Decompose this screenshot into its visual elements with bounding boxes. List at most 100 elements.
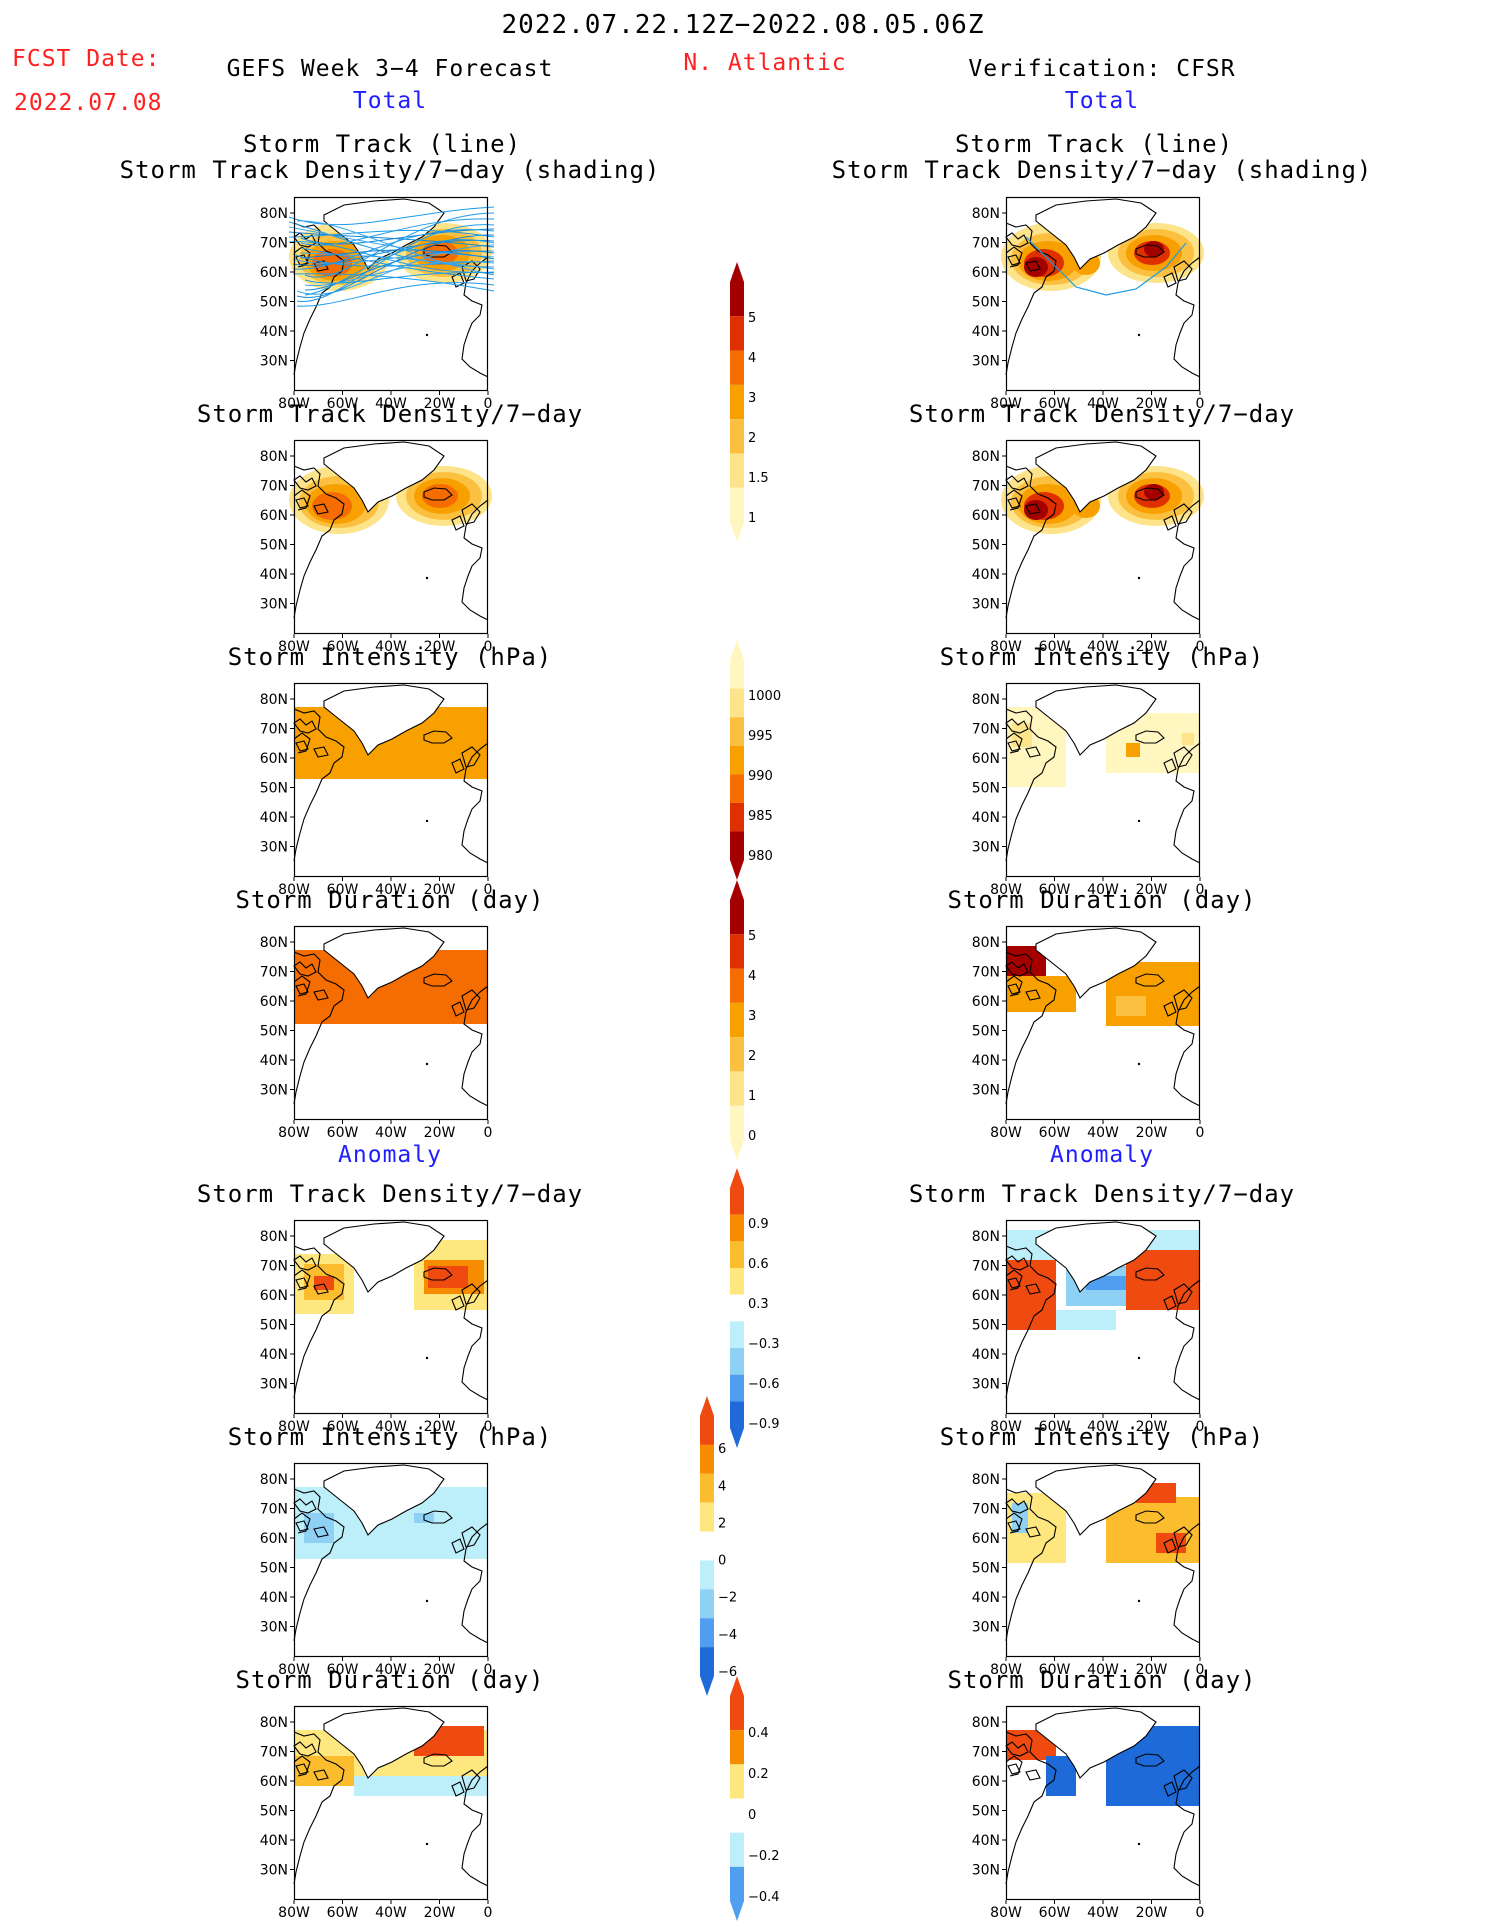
- lat-label: 60N: [260, 1288, 288, 1304]
- colorbar-arrow-top: [730, 640, 744, 660]
- lon-label: 60W: [1039, 1662, 1071, 1678]
- hudson-coast: [1005, 246, 1023, 268]
- coastline-layer: [293, 1707, 489, 1887]
- greenland-outline: [323, 684, 445, 756]
- lon-label: 20W: [424, 1125, 456, 1141]
- colorbar-segment: [730, 282, 744, 317]
- lat-label: 30N: [972, 1863, 1000, 1879]
- colorbar-segment: [730, 934, 744, 969]
- lon-label: 0: [1196, 1662, 1205, 1678]
- anomaly-label-right: Anomaly: [1050, 1142, 1154, 1168]
- lon-label: 80W: [990, 1662, 1022, 1678]
- lat-label: 40N: [972, 810, 1000, 826]
- colorbar-svg: 5 4 3 2 1.5 1: [730, 262, 769, 542]
- colorbar-tick-label: 0.6: [748, 1257, 769, 1272]
- colorbar-intensity-anomaly: 6 4 2 0 −2 −4 −6: [686, 1396, 766, 1696]
- map-frame: [1005, 1462, 1201, 1658]
- lon-label: 60W: [1039, 882, 1071, 898]
- shaded-cell: [1086, 1276, 1136, 1290]
- greenland-outline: [1035, 198, 1157, 270]
- colorbar-tick-label: 4: [748, 351, 756, 366]
- iceland-outline: [423, 1267, 453, 1281]
- map-frame: [293, 196, 489, 392]
- colorbar-segment: [730, 1294, 744, 1322]
- lon-label: 0: [1196, 1125, 1205, 1141]
- map-intensity-verification: 80N 70N 60N 50N 40N 30N 80W 60W 40W 20W 0: [972, 682, 1204, 898]
- map-track-forecast: 80N 70N 60N 50N 40N 30N 80W 60W 40W 20W 0: [260, 196, 495, 412]
- north-america-coast: [293, 1488, 345, 1642]
- lon-label: 80W: [990, 882, 1022, 898]
- lat-label: 60N: [972, 508, 1000, 524]
- storm-track-line: [292, 229, 495, 270]
- coastline-layer: [1005, 1707, 1201, 1887]
- europe-coast: [1173, 256, 1201, 378]
- colorbar-duration-total: 5 4 3 2 1 0: [716, 880, 796, 1160]
- storm-track-line: [304, 250, 495, 291]
- storm-track-line: [300, 218, 495, 246]
- lon-label: 20W: [424, 639, 456, 655]
- colorbar-segment: [730, 384, 744, 420]
- map-svg: 80N 70N 60N 50N 40N 30N 80W 60W 40W 20W 0: [972, 439, 1204, 655]
- colorbar-segment: [730, 1321, 744, 1348]
- colorbar-arrow-bottom: [730, 860, 744, 880]
- colorbar-segment: [730, 1401, 744, 1428]
- lon-label: 80W: [990, 1419, 1022, 1435]
- coastline-layer: [1005, 198, 1201, 378]
- iceland-outline: [423, 1510, 453, 1524]
- lat-label: 70N: [972, 236, 1000, 252]
- azores-dot: [1137, 1062, 1141, 1066]
- lat-label: 50N: [972, 1318, 1000, 1334]
- azores-dot: [1137, 819, 1141, 823]
- arctic-islands: [1005, 961, 1041, 1001]
- colorbar-segment: [700, 1589, 714, 1619]
- shaded-cell: [1116, 996, 1146, 1016]
- storm-track-line: [300, 247, 495, 280]
- lon-label: 40W: [375, 639, 407, 655]
- colorbar-tick-label: 980: [748, 849, 773, 864]
- greenland-outline: [1035, 1221, 1157, 1293]
- europe-coast: [461, 256, 489, 378]
- lat-label: 70N: [260, 1745, 288, 1761]
- arctic-islands: [293, 961, 329, 1001]
- lon-label: 0: [1196, 396, 1205, 412]
- lon-label: 20W: [424, 396, 456, 412]
- storm-track-line: [300, 249, 495, 260]
- lat-label: 50N: [260, 1024, 288, 1040]
- colorbar-density-total: 5 4 3 2 1.5 1: [716, 262, 796, 542]
- colorbar-tick-label: 0.2: [748, 1767, 769, 1782]
- colorbar-segment: [700, 1473, 714, 1503]
- colorbar-segment: [730, 1268, 744, 1295]
- lat-label: 80N: [260, 692, 288, 708]
- fcst-date-value: 2022.07.08: [14, 90, 163, 116]
- map-duration-anomaly-forecast: 80N 70N 60N 50N 40N 30N 80W 60W 40W 20W 0: [260, 1705, 492, 1921]
- greenland-outline: [1035, 441, 1157, 513]
- panel-title-density-anom-left: Storm Track Density/7−day: [196, 1180, 584, 1208]
- panel-title-track-shading-left: Storm Track Density/7−day (shading): [119, 156, 661, 184]
- north-america-coast: [293, 951, 345, 1105]
- lat-label: 50N: [972, 1024, 1000, 1040]
- hudson-coast: [293, 1269, 311, 1291]
- north-america-coast: [293, 708, 345, 862]
- density-blob: [422, 484, 458, 508]
- ireland-outline: [1163, 272, 1177, 288]
- iceland-outline: [423, 1753, 453, 1767]
- hudson-coast: [1005, 975, 1023, 997]
- storm-track-line: [288, 231, 495, 248]
- map-frame: [1005, 439, 1201, 635]
- lon-label: 80W: [278, 1662, 310, 1678]
- lon-label: 40W: [375, 1905, 407, 1921]
- lon-label: 60W: [1039, 1125, 1071, 1141]
- lon-label: 20W: [1136, 1125, 1168, 1141]
- britain-outline: [1173, 1526, 1193, 1548]
- lon-label: 0: [1196, 1419, 1205, 1435]
- lat-label: 60N: [972, 1774, 1000, 1790]
- arctic-islands: [293, 1255, 329, 1295]
- colorbar-tick-label: 4: [718, 1479, 726, 1494]
- north-america-coast: [293, 1731, 345, 1885]
- shaded-cell: [1056, 1310, 1116, 1330]
- map-intensity-forecast: 80N 70N 60N 50N 40N 30N 80W 60W 40W 20W 0: [260, 682, 492, 898]
- lon-label: 60W: [327, 396, 359, 412]
- colorbar-tick-label: 995: [748, 729, 773, 744]
- panel-title-track-shading-right: Storm Track Density/7−day (shading): [831, 156, 1373, 184]
- colorbar-tick-label: 4: [748, 969, 756, 984]
